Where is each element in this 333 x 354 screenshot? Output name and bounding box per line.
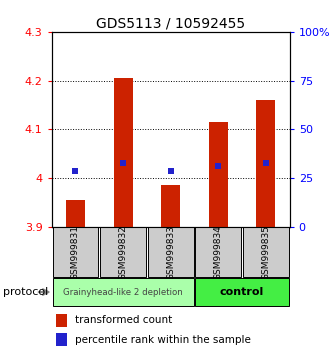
Bar xyxy=(161,185,180,227)
Bar xyxy=(56,333,67,346)
Bar xyxy=(56,314,67,327)
Text: GSM999835: GSM999835 xyxy=(261,225,270,280)
Text: percentile rank within the sample: percentile rank within the sample xyxy=(75,335,251,345)
FancyBboxPatch shape xyxy=(53,227,98,278)
Title: GDS5113 / 10592455: GDS5113 / 10592455 xyxy=(96,17,245,31)
FancyBboxPatch shape xyxy=(100,227,146,278)
Text: transformed count: transformed count xyxy=(75,315,173,325)
Text: Grainyhead-like 2 depletion: Grainyhead-like 2 depletion xyxy=(63,287,183,297)
FancyBboxPatch shape xyxy=(195,227,241,278)
Bar xyxy=(209,122,228,227)
Bar xyxy=(256,100,275,227)
Text: GSM999834: GSM999834 xyxy=(214,225,223,280)
FancyBboxPatch shape xyxy=(148,227,193,278)
Bar xyxy=(114,78,133,227)
Text: GSM999832: GSM999832 xyxy=(119,225,128,280)
Text: control: control xyxy=(220,287,264,297)
Text: protocol: protocol xyxy=(3,287,49,297)
FancyBboxPatch shape xyxy=(195,279,289,306)
FancyBboxPatch shape xyxy=(53,279,193,306)
Text: GSM999833: GSM999833 xyxy=(166,225,175,280)
FancyBboxPatch shape xyxy=(243,227,289,278)
Text: GSM999831: GSM999831 xyxy=(71,225,80,280)
Bar xyxy=(66,200,85,227)
